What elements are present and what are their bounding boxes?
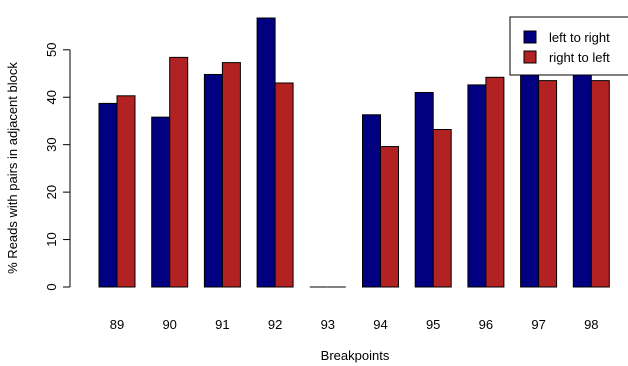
legend-label-left-to-right: left to right [549, 30, 610, 45]
x-tick-label-92: 92 [268, 317, 282, 332]
bar-right-to-left-92 [274, 82, 294, 288]
y-axis: 0 10 20 30 40 50 [44, 43, 71, 291]
legend-swatch-left-to-right [523, 30, 537, 44]
bar-right-to-left-89 [116, 95, 136, 288]
y-axis-title: % Reads with pairs in adjacent block [5, 62, 20, 274]
bar-left-to-right-89 [98, 102, 118, 288]
bar-right-to-left-95 [432, 128, 452, 288]
x-tick-labels: 89 90 91 92 93 94 95 96 97 98 [110, 317, 599, 332]
x-axis-title: Breakpoints [321, 348, 390, 363]
x-tick-label-90: 90 [162, 317, 176, 332]
bar-left-to-right-91 [203, 73, 223, 288]
y-tick-label: 50 [44, 43, 59, 57]
legend: left to right right to left [509, 16, 628, 76]
x-tick-label-91: 91 [215, 317, 229, 332]
legend-box [509, 16, 628, 76]
x-tick-label-94: 94 [373, 317, 387, 332]
bar-right-to-left-94 [380, 146, 399, 288]
bar-right-to-left-98 [590, 80, 610, 288]
bar-right-to-left-90 [169, 56, 189, 288]
x-tick-label-96: 96 [479, 317, 493, 332]
bar-left-to-right-98 [572, 62, 592, 288]
y-tick-label: 0 [44, 283, 59, 290]
y-tick-label: 40 [44, 90, 59, 104]
x-tick-label-98: 98 [584, 317, 598, 332]
bar-left-to-right-96 [467, 84, 487, 288]
x-tick-label-89: 89 [110, 317, 124, 332]
bar-left-to-right-95 [414, 91, 434, 288]
bar-left-to-right-94 [362, 114, 381, 288]
y-tick-label: 20 [44, 185, 59, 199]
bar-left-to-right-90 [151, 116, 171, 288]
x-tick-label-95: 95 [426, 317, 440, 332]
x-tick-label-97: 97 [531, 317, 545, 332]
bar-right-to-left-91 [221, 62, 241, 288]
bar-left-to-right-97 [520, 57, 540, 288]
bar-right-to-left-96 [485, 76, 505, 288]
bar-left-to-right-92 [256, 17, 276, 288]
x-tick-label-93: 93 [321, 317, 335, 332]
y-tick-label: 30 [44, 137, 59, 151]
legend-swatch-right-to-left [523, 50, 537, 64]
legend-label-right-to-left: right to left [549, 50, 610, 65]
bar-right-to-left-97 [538, 80, 558, 288]
y-tick-label: 10 [44, 232, 59, 246]
bars [98, 17, 610, 288]
